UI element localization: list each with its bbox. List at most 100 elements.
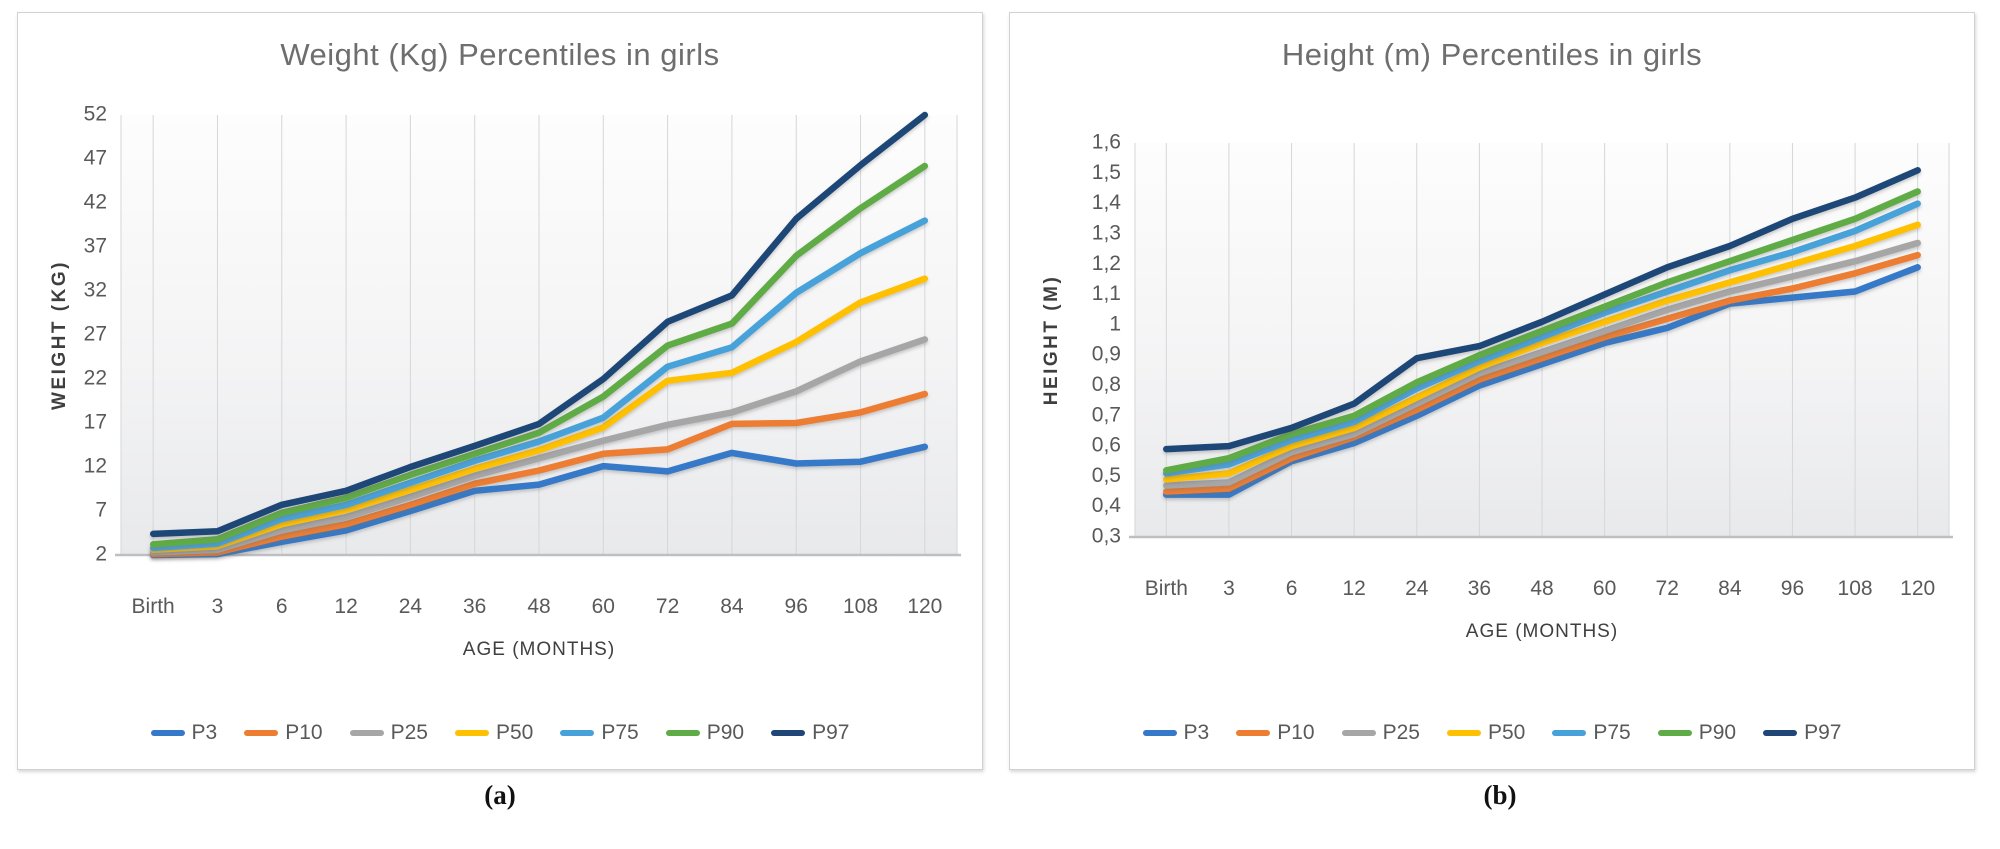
series-line-p25 <box>149 336 929 556</box>
x-tick-label: Birth <box>132 595 175 618</box>
x-tick-label: Birth <box>1145 577 1188 600</box>
y-tick-label: 0,6 <box>1092 434 1121 457</box>
legend-swatch-p10-line-icon <box>244 730 279 736</box>
y-tick-label: 1,6 <box>1092 131 1121 154</box>
height-chart-legend: P3 P10 P25 P50 P75 P90 P97 <box>1010 721 1974 745</box>
chart-title: Height (m) Percentiles in girls <box>1281 37 1703 72</box>
y-tick-label: 47 <box>84 147 107 170</box>
series-line-p90 <box>149 162 929 548</box>
x-tick-label: 96 <box>1781 577 1804 600</box>
y-tick-label: 0,3 <box>1092 525 1121 548</box>
series-line-p50 <box>1163 221 1921 483</box>
legend-item-p75: P75 <box>560 721 639 745</box>
x-tick-label: 48 <box>527 595 550 618</box>
x-tick-label: 36 <box>463 595 486 618</box>
height-chart-canvas: 0,3 0,4 0,5 0,6 0,7 0,8 0,9 1 1,1 1,2 1,3 1,4 1,5 1,6… <box>1041 131 1953 642</box>
y-tick-label: 0,5 <box>1092 464 1121 487</box>
x-tick-label: 24 <box>1405 577 1429 600</box>
legend-label-p3: P3 <box>1183 721 1210 744</box>
series-line-p75 <box>149 217 929 552</box>
series-line-p90 <box>1163 188 1921 474</box>
legend-swatch-p97-line-icon <box>771 730 806 736</box>
x-tick-label: 24 <box>399 595 423 618</box>
subfigure-captions: (a) (b) <box>0 780 2000 811</box>
x-tick-label: 120 <box>907 595 942 618</box>
legend-label-p10: P10 <box>285 721 323 744</box>
legend-swatch-p10-line-icon <box>1236 730 1271 736</box>
subfigure-label-a: (a) <box>484 780 516 810</box>
x-tick-label: 108 <box>843 595 878 618</box>
series-line-p97 <box>1163 167 1921 453</box>
legend-item-p50: P50 <box>1446 721 1526 745</box>
figure: Weight (Kg) Percentiles in girls 2 7 12 17 2… <box>17 12 1975 770</box>
legend-item-p75: P75 <box>1552 721 1631 745</box>
x-tick-label: 6 <box>1286 577 1298 600</box>
series-line-p75 <box>1163 200 1921 477</box>
y-axis-title: WEIGHT (KG) <box>49 260 70 410</box>
y-tick-label: 52 <box>84 103 107 126</box>
legend-swatch-p75-line-icon <box>560 730 595 736</box>
legend-swatch-p90-line-icon <box>665 730 700 736</box>
x-tick-label: 12 <box>334 595 357 618</box>
series-line-p10 <box>149 390 929 558</box>
legend-label-p90: P90 <box>706 721 745 744</box>
legend-swatch-p90-line-icon <box>1657 730 1692 736</box>
y-tick-label: 12 <box>84 455 107 478</box>
series-line-p97 <box>149 111 929 538</box>
legend-item-p10: P10 <box>244 721 323 745</box>
x-tick-label: 72 <box>1656 577 1679 600</box>
y-tick-label: 1,5 <box>1092 161 1121 184</box>
x-tick-label: 12 <box>1342 577 1365 600</box>
x-tick-label: 96 <box>785 595 808 618</box>
x-tick-label: 72 <box>656 595 679 618</box>
legend-swatch-p75-line-icon <box>1552 730 1587 736</box>
y-tick-label: 7 <box>95 499 107 522</box>
x-tick-label: 36 <box>1468 577 1491 600</box>
legend-item-p50: P50 <box>454 721 533 745</box>
legend-item-p97: P97 <box>1763 721 1841 745</box>
y-axis-title: HEIGHT (M) <box>1041 275 1062 406</box>
y-tick-label: 1,2 <box>1092 252 1121 275</box>
chart-title: Weight (Kg) Percentiles in girls <box>280 37 720 72</box>
legend-label-p10: P10 <box>1277 721 1315 744</box>
legend-item-p3: P3 <box>150 721 217 745</box>
legend-swatch-p50-line-icon <box>454 730 489 736</box>
y-tick-label: 0,9 <box>1092 343 1121 366</box>
y-tick-label: 22 <box>84 367 107 390</box>
legend-item-p97: P97 <box>771 721 849 745</box>
y-tick-label: 17 <box>84 411 107 434</box>
legend-item-p90: P90 <box>1657 721 1736 745</box>
x-tick-label: 3 <box>1223 577 1235 600</box>
y-tick-label: 32 <box>84 279 107 302</box>
legend-item-p25: P25 <box>1341 721 1420 745</box>
legend-swatch-p25-line-icon <box>349 730 384 736</box>
x-tick-label: 120 <box>1900 577 1935 600</box>
x-tick-label: 3 <box>212 595 224 618</box>
y-tick-label: 42 <box>84 191 107 214</box>
series-line-p25 <box>1163 239 1921 489</box>
x-tick-label: 60 <box>1593 577 1616 600</box>
y-tick-label: 27 <box>84 323 107 346</box>
x-tick-label: 84 <box>1718 577 1742 600</box>
legend-swatch-p50-line-icon <box>1446 730 1481 736</box>
y-tick-label: 2 <box>95 543 107 566</box>
y-tick-label: 1 <box>1109 312 1121 335</box>
y-tick-label: 1,3 <box>1092 221 1121 244</box>
legend-label-p75: P75 <box>601 721 639 744</box>
series-line-p3 <box>149 443 929 559</box>
legend-label-p97: P97 <box>1804 721 1842 744</box>
weight-chart-panel: Weight (Kg) Percentiles in girls 2 7 12 17 2… <box>17 12 983 770</box>
legend-swatch-p25-line-icon <box>1341 730 1376 736</box>
legend-label-p50: P50 <box>1487 721 1526 744</box>
x-tick-label: 108 <box>1838 577 1873 600</box>
x-axis-title: AGE (MONTHS) <box>1466 621 1618 642</box>
subfigure-label-b: (b) <box>1483 780 1517 810</box>
y-tick-label: 0,8 <box>1092 373 1121 396</box>
x-tick-label: 60 <box>592 595 615 618</box>
legend-label-p25: P25 <box>1382 721 1420 744</box>
legend-label-p25: P25 <box>390 721 428 744</box>
legend-item-p25: P25 <box>349 721 428 745</box>
x-axis-title: AGE (MONTHS) <box>463 639 615 660</box>
legend-item-p90: P90 <box>665 721 745 745</box>
